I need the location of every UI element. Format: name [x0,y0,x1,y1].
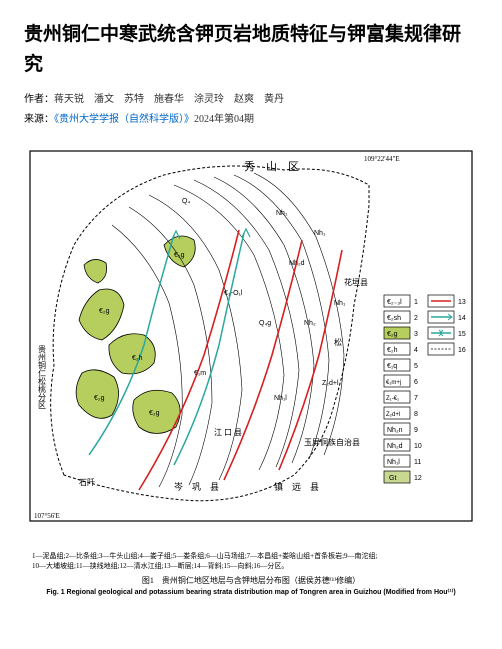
svg-text:16: 16 [458,347,466,354]
svg-text:1: 1 [414,299,418,306]
svg-text:€₂g: €₂g [94,395,105,402]
svg-text:12: 12 [414,475,422,482]
figure-caption-en: Fig. 1 Regional geological and potassium… [24,588,478,596]
source-row: 来源：《贵州大学学报（自然科学版）》2024年第04期 [24,113,478,127]
label-songtao: 松 [334,337,342,347]
svg-text:€₁m: €₁m [194,370,206,377]
label-xiushan: 秀 山 区 [244,160,299,173]
svg-text:14: 14 [458,315,466,322]
left-axis-label: 贵州铜仁松桃分区 [38,344,47,409]
authors-row: 作者：蒋天锐 潘文 苏特 施春华 涂灵玲 赵爽 黄丹 [24,93,478,107]
svg-text:€₃-O₁l: €₃-O₁l [224,290,243,297]
svg-text:Q₄g: Q₄g [259,320,271,327]
svg-text:€₂h: €₂h [387,347,398,354]
coord-tr: 109°22'44"E [364,155,400,163]
svg-text:Z₂d+l: Z₂d+l [322,380,339,387]
svg-text:Nh₁: Nh₁ [276,210,288,217]
svg-text:Q₄: Q₄ [182,198,190,205]
svg-text:€₂₋₃l: €₂₋₃l [387,299,402,306]
svg-text:Nh₁l: Nh₁l [387,459,400,466]
svg-text:Nh₂d: Nh₂d [289,260,305,267]
svg-text:2: 2 [414,315,418,322]
svg-text:€₂g: €₂g [387,331,398,338]
svg-text:4: 4 [414,347,418,354]
svg-text:Z₂d+l: Z₂d+l [386,412,400,418]
svg-text:€₂g: €₂g [99,308,110,315]
svg-text:9: 9 [414,427,418,434]
svg-text:Nh₂d: Nh₂d [387,443,403,450]
svg-text:10: 10 [414,443,422,450]
svg-text:6: 6 [414,379,418,386]
source-journal: 《贵州大学学报（自然科学版）》 [54,114,194,125]
source-issue: 2024年第04期 [194,114,254,125]
source-label: 来源： [24,114,54,125]
authors-label: 作者： [24,94,54,105]
svg-text:€₂h: €₂h [132,355,143,362]
label-jiangkou: 江 口 县 [214,428,242,437]
svg-text:5: 5 [414,363,418,370]
authors-list: 蒋天锐 潘文 苏特 施春华 涂灵玲 赵爽 黄丹 [54,94,284,105]
label-yuping: 玉屏侗族自治县 [304,437,360,447]
svg-text:€₂g: €₂g [174,252,185,259]
svg-text:7: 7 [414,395,418,402]
svg-text:Nh₂n: Nh₂n [387,427,403,434]
svg-text:Nh₁l: Nh₁l [274,395,287,402]
label-zhenyuan: 镇 远 县 [274,481,319,492]
svg-text:Nh₁: Nh₁ [334,300,346,307]
svg-text:13: 13 [458,299,466,306]
svg-text:3: 3 [414,331,418,338]
figure-1: 109°22'44"E 107°56'E [24,145,478,596]
label-shiqian: 石阡 [79,478,95,487]
svg-text:15: 15 [458,331,466,338]
paper-title: 贵州铜仁中寒武统含钾页岩地质特征与钾富集规律研究 [24,20,478,81]
svg-text:€₂g: €₂g [149,410,160,417]
svg-text:Gt: Gt [389,475,396,482]
coord-bl: 107°56'E [34,512,60,520]
legend-description: 1—泥晶组;2—比条组;3—牛头山组;4—娄子组;5—娄条组;6—山马场组;7—… [24,551,478,572]
svg-text:€₂sh: €₂sh [387,315,401,322]
svg-text:Z₁-€₁: Z₁-€₁ [386,396,399,402]
geological-map-svg: 109°22'44"E 107°56'E [24,145,478,545]
label-cengong: 岑 巩 县 [174,481,219,492]
svg-text:€₁m+j: €₁m+j [386,380,401,386]
figure-caption-cn: 图1 贵州铜仁地区地层与含钾地层分布图（据侯苏德⁽¹⁾修编） [24,576,478,586]
svg-text:8: 8 [414,411,418,418]
svg-text:€₁q: €₁q [387,363,397,370]
svg-text:Nh₁: Nh₁ [314,230,326,237]
svg-text:Nh₂: Nh₂ [304,320,316,327]
svg-text:11: 11 [414,459,421,466]
label-huayuan: 花垣县 [344,277,368,287]
green-unit-2 [109,334,155,374]
